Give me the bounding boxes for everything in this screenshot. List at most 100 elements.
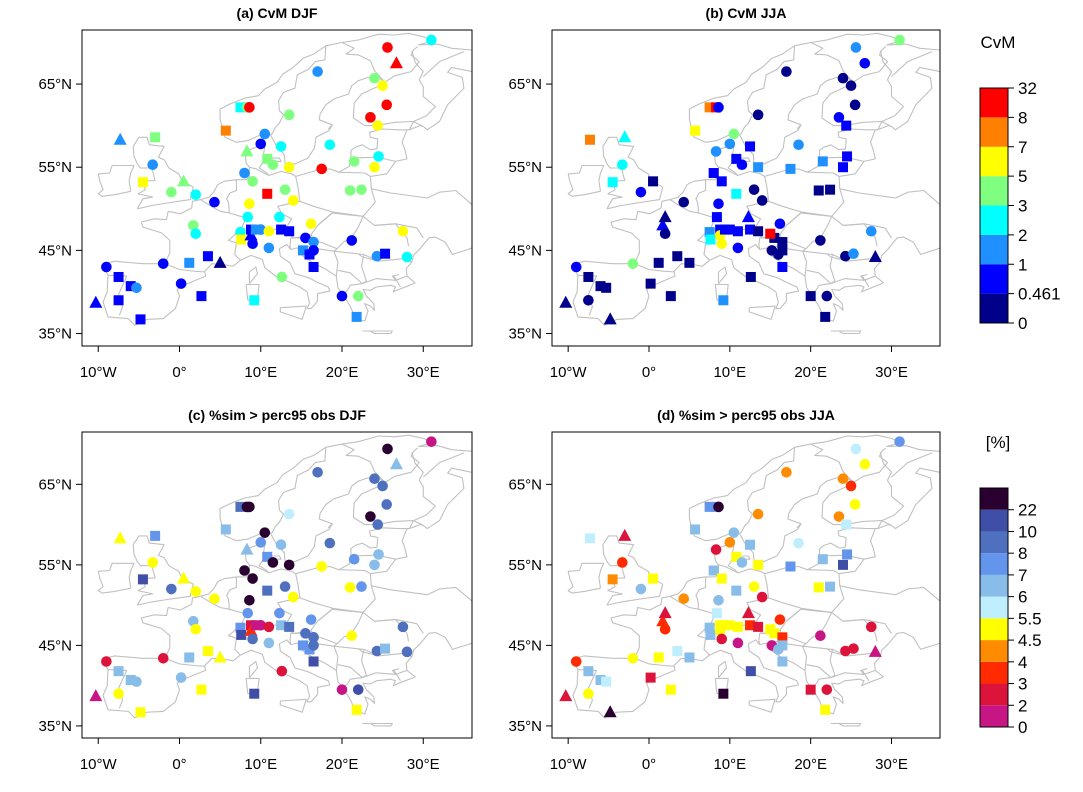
station-triangle [559, 295, 573, 308]
station-square [595, 675, 606, 686]
station-circle [242, 607, 254, 619]
coastline [748, 698, 776, 713]
legend-label: 5 [1018, 167, 1027, 186]
station-circle [848, 643, 859, 654]
station-square [684, 257, 695, 268]
legend-swatch [980, 705, 1008, 727]
station-square [711, 608, 722, 619]
station-circle [259, 128, 271, 140]
station-circle [397, 621, 409, 633]
station-circle [131, 282, 142, 294]
station-square [704, 501, 715, 512]
station-square [601, 282, 612, 293]
coastline [341, 42, 387, 84]
legend-label: 1 [1018, 255, 1027, 274]
panel-title: (d) %sim > perc95 obs JJA [657, 407, 835, 423]
station-square [732, 226, 743, 237]
y-tick-label: 45°N [38, 637, 72, 654]
station-circle [274, 211, 285, 223]
station-square [842, 549, 853, 560]
coastline [362, 722, 393, 727]
station-square [745, 271, 756, 282]
coastline [408, 451, 436, 529]
station-circle [815, 235, 826, 246]
station-square [765, 624, 776, 635]
station-circle [175, 278, 187, 289]
station-circle [865, 225, 877, 237]
legend-swatch [980, 574, 1008, 597]
station-circle [283, 161, 295, 173]
coastline [768, 200, 803, 226]
coastline [571, 236, 940, 326]
coastline [695, 179, 707, 213]
station-circle [849, 499, 861, 510]
coastline [362, 669, 408, 679]
coastline [164, 657, 206, 667]
coastline [408, 50, 436, 131]
coastline [739, 45, 796, 136]
coastline [132, 535, 194, 606]
station-circle [748, 581, 760, 592]
station-circle [710, 146, 722, 157]
station-circle [239, 167, 250, 179]
coastline [891, 66, 940, 131]
station-square [753, 621, 764, 632]
station-circle [348, 156, 360, 167]
station-circle [190, 586, 202, 597]
coastline [277, 573, 301, 626]
station-square [583, 271, 594, 282]
coastline [829, 649, 836, 679]
y-tick-label: 35°N [38, 326, 72, 343]
coastline [333, 171, 376, 217]
station-circle [756, 195, 768, 206]
coastline [362, 275, 408, 285]
x-tick-label: 20°E [326, 364, 359, 381]
coastline [362, 330, 393, 335]
station-circle [845, 480, 857, 492]
x-tick-label: 10°E [713, 364, 746, 381]
station-triangle [177, 571, 191, 584]
coastline [200, 199, 247, 229]
coastline [717, 660, 728, 678]
station-square [113, 666, 124, 677]
station-triangle [89, 295, 103, 308]
station-square [777, 237, 788, 248]
coastline [248, 266, 259, 284]
station-circle [865, 621, 877, 633]
station-circle [283, 508, 295, 520]
station-circle [244, 198, 255, 210]
station-circle [371, 645, 383, 657]
station-square [645, 672, 656, 683]
station-square [813, 185, 824, 196]
legend-label: 7 [1018, 138, 1027, 157]
station-square [745, 539, 756, 550]
station-square [137, 177, 148, 188]
station-square [308, 262, 319, 272]
legend-label: 4.5 [1018, 631, 1042, 650]
coastline [422, 51, 465, 78]
station-circle [279, 581, 291, 592]
legend-label: 7 [1018, 566, 1027, 585]
station-circle [382, 42, 393, 53]
station-square [135, 314, 146, 325]
legend-swatch [980, 176, 1008, 206]
station-circle [300, 232, 311, 244]
coastline [270, 447, 327, 534]
station-circle [659, 228, 671, 240]
x-tick-label: 20°E [794, 364, 827, 381]
station-circle [659, 623, 671, 635]
station-circle [255, 537, 267, 548]
panel-title: (a) CvM DJF [237, 5, 318, 21]
station-square [718, 295, 729, 306]
coastline [810, 443, 855, 484]
station-circle [617, 557, 628, 568]
station-triangle [389, 457, 403, 470]
coastline [333, 216, 364, 277]
coastline [279, 305, 307, 320]
station-square [813, 582, 824, 593]
station-circle [627, 258, 639, 269]
station-circle [728, 527, 740, 538]
coastline [830, 669, 876, 679]
station-circle [336, 684, 348, 695]
station-circle [713, 501, 724, 513]
